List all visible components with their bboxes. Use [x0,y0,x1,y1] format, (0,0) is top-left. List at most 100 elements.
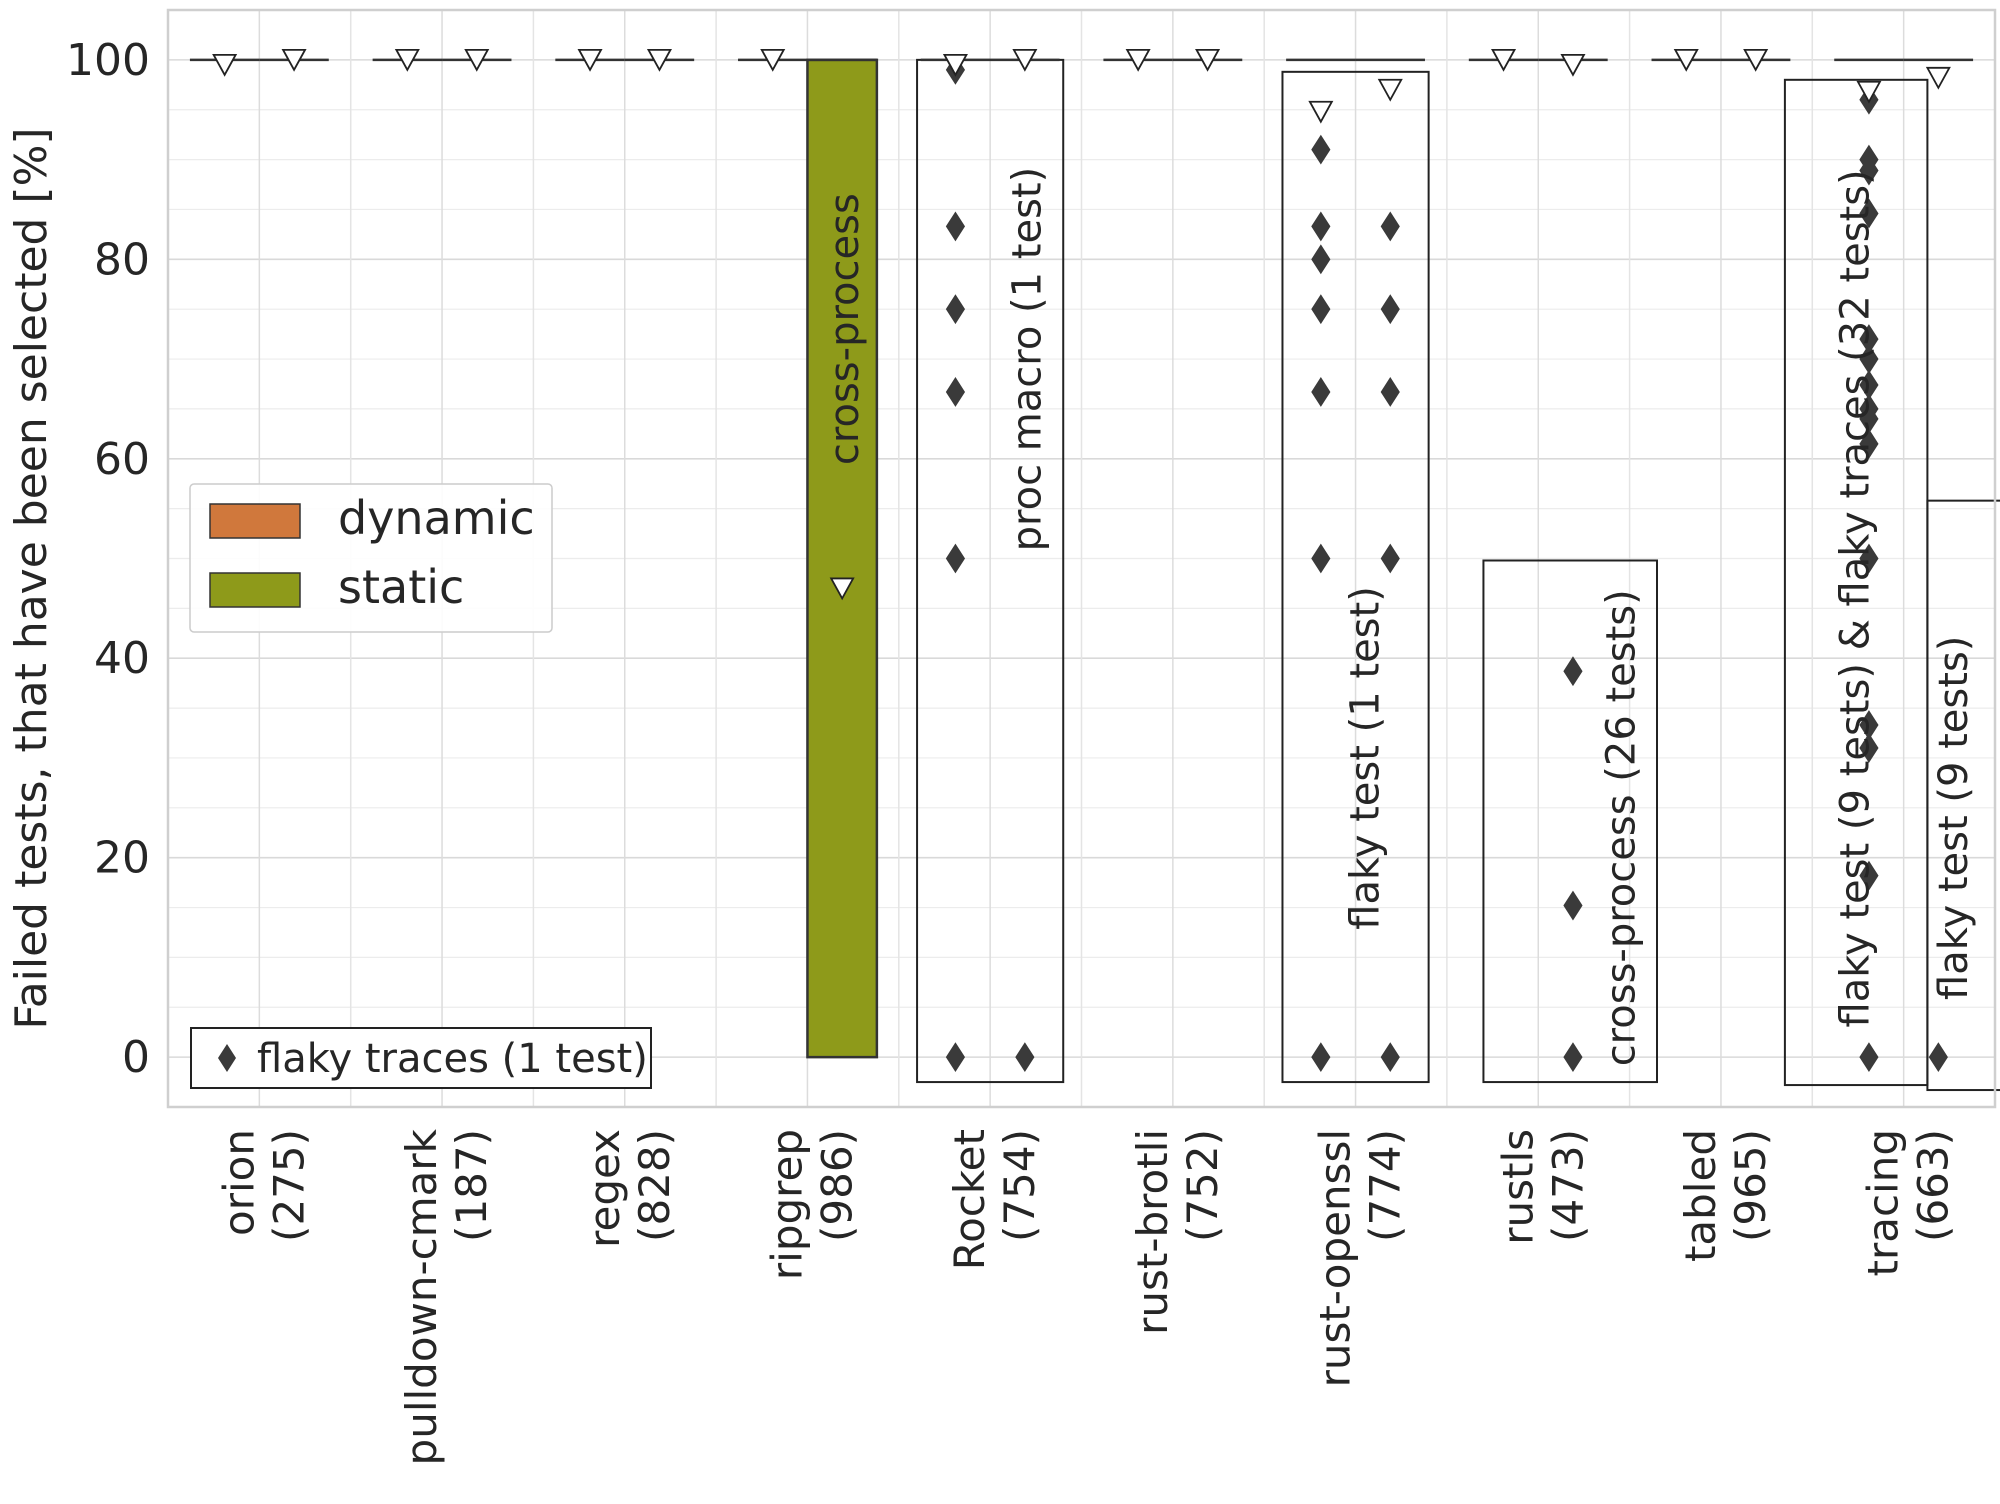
x-tick-count: (663) [1909,1129,1958,1242]
x-tick-name: rustls [1493,1129,1542,1245]
annotation-text: flaky test (9 tests) [1931,636,1977,1000]
static-mean-marker [1925,66,1951,90]
dynamic-mean-marker [212,53,238,77]
annotation-text: cross-process (26 tests) [1598,589,1644,1066]
dynamic-mean-marker [942,53,968,77]
dynamic-mean-marker [760,48,786,72]
dynamic-flier-point [1859,733,1879,763]
dynamic-flier-point [1311,377,1331,407]
static-flier-point [1015,1042,1035,1073]
static-flier-point [1380,294,1400,325]
dynamic-flier-point [945,543,966,574]
dynamic-flier-point [945,294,966,325]
x-tick-count: (986) [812,1129,861,1242]
x-tick-name: rust-openssl [1311,1129,1360,1387]
dynamic-flier-point [1859,428,1879,459]
dynamic-mean-marker [1125,48,1151,72]
static-flier-point [1380,1042,1400,1073]
x-tick-label: regex(828) [580,1129,679,1248]
x-tick-count: (754) [995,1129,1044,1242]
x-tick-count: (965) [1726,1129,1775,1242]
dynamic-flier-point [1311,134,1331,165]
x-tick-name: tabled [1676,1129,1725,1262]
x-tick-name: pulldown-cmark [397,1128,446,1465]
x-tick-name: Rocket [945,1129,994,1270]
annotation-box [1482,559,1659,1084]
x-tick-count: (774) [1361,1129,1410,1242]
static-mean-marker [1560,53,1586,77]
x-tick-count: (752) [1178,1129,1227,1242]
static-flier-point [1380,377,1400,407]
y-tick-label: 100 [66,35,150,86]
legend-swatch-dynamic [209,503,301,539]
x-tick-label: rust-brotli(752) [1128,1129,1227,1335]
static-flier-point [1928,1042,1948,1073]
dynamic-flier-point [945,1042,966,1073]
x-tick-name: ripgrep [762,1129,811,1280]
static-box [806,58,879,1059]
static-mean-marker [646,48,672,72]
x-tick-label: orion(275) [214,1129,313,1242]
static-mean-marker [1195,48,1221,72]
x-tick-label: tracing(663) [1859,1129,1958,1277]
static-mean-marker [1377,78,1403,102]
static-mean-marker [1743,48,1769,72]
dynamic-flier-point [945,211,966,242]
x-tick-label: rust-openssl(774) [1311,1129,1410,1387]
x-tick-count: (187) [447,1129,496,1242]
dynamic-flier-point [1859,155,1879,186]
annotation-text: flaky test (9 tests) & flaky traces (32 … [1832,169,1878,1027]
static-flier-point [1563,1042,1583,1073]
annotation-text: proc macro (1 test) [1005,167,1051,552]
dynamic-flier-point [1859,860,1879,891]
static-flier-point [1380,543,1400,574]
x-tick-name: rust-brotli [1128,1129,1177,1335]
dynamic-mean-marker [1308,100,1334,124]
y-tick-label: 60 [94,434,150,485]
dynamic-flier-point [1311,244,1331,275]
x-tick-count: (275) [264,1129,313,1242]
x-tick-name: orion [214,1129,263,1236]
static-flier-point [1563,656,1583,687]
legend-swatch-static [209,572,301,608]
dynamic-flier-point [1311,543,1331,574]
dynamic-mean-marker [1491,48,1517,72]
dynamic-flier-point [1859,543,1879,574]
dynamic-mean-marker [577,48,603,72]
x-tick-label: ripgrep(986) [762,1129,861,1280]
static-flier-point [1380,211,1400,242]
static-mean-marker [281,48,307,72]
legend-label-static: static [338,560,464,614]
dynamic-mean-marker [1856,80,1882,104]
annotation-box [1926,499,2000,1092]
static-mean-marker [829,577,855,601]
x-tick-label: Rocket(754) [945,1129,1044,1270]
legend-label-dynamic: dynamic [338,491,535,545]
dynamic-mean-marker [1673,48,1699,72]
static-mean-marker [464,48,490,72]
marker-legend-label: flaky traces (1 test) [257,1036,648,1082]
x-tick-count: (473) [1543,1129,1592,1242]
x-tick-name: regex [580,1129,629,1248]
annotation-box [1281,70,1430,1084]
plot-frame [166,8,1997,1109]
static-mean-marker [1012,48,1038,72]
dynamic-flier-point [1859,198,1879,229]
x-tick-label: rustls(473) [1493,1129,1592,1245]
marker-legend-box [190,1027,652,1089]
dynamic-flier-point [1311,294,1331,325]
dynamic-mean-marker [394,48,420,72]
static-flier-point [1563,890,1583,921]
y-tick-label: 0 [122,1032,150,1083]
x-tick-count: (828) [630,1129,679,1242]
dynamic-flier-point [1311,211,1331,242]
annotation-text: flaky test (1 test) [1343,586,1389,930]
y-tick-label: 80 [94,234,150,285]
flaky-traces-legend-icon [218,1044,236,1072]
x-tick-label: tabled(965) [1676,1129,1775,1262]
dynamic-flier-point [1311,1042,1331,1073]
annotation-text: cross-process [822,193,868,465]
dynamic-flier-point [945,377,966,407]
